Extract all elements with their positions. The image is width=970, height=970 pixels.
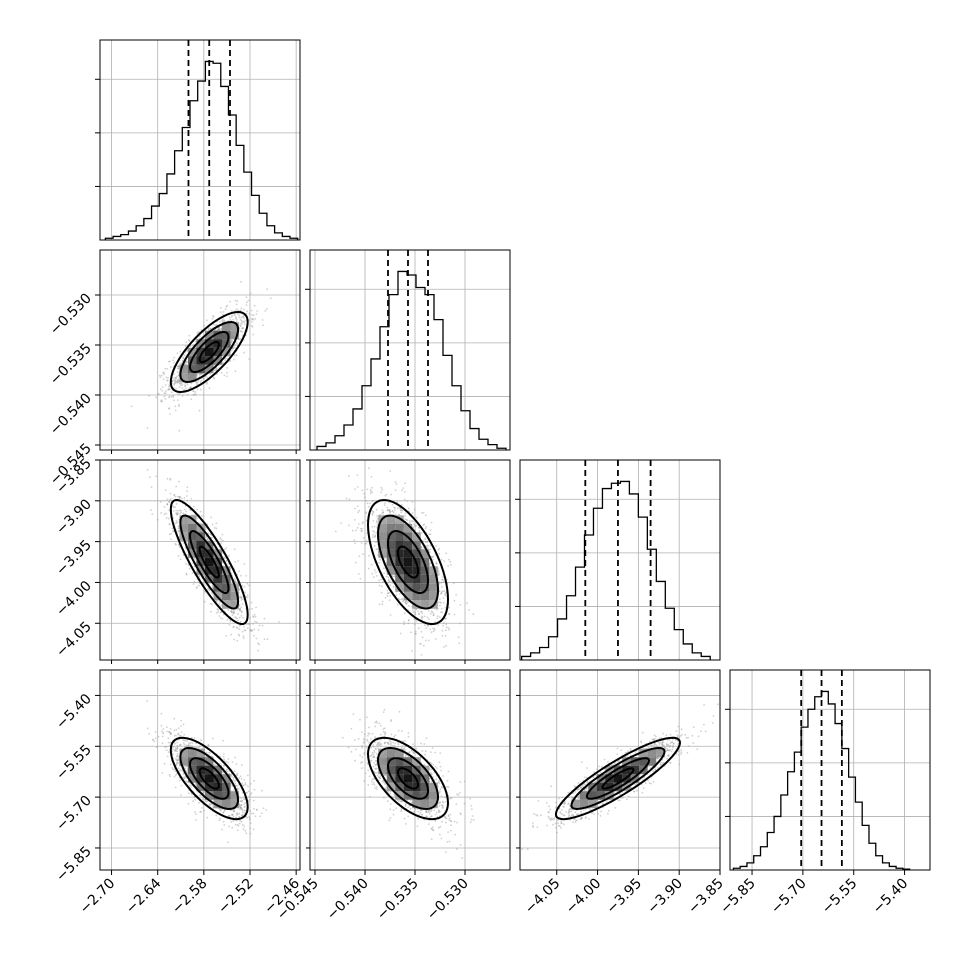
y-tick-label: −5.40 — [53, 691, 95, 733]
density-blocks — [378, 515, 438, 609]
panel-frame — [99, 669, 301, 871]
histogram-panel-2 — [515, 459, 721, 661]
contour-2 — [376, 514, 440, 610]
contour-2 — [570, 746, 666, 811]
scatter-panel-0-1 — [99, 249, 301, 451]
panel-frame — [309, 669, 511, 871]
contour-2 — [179, 746, 240, 811]
panel-frame — [309, 249, 511, 451]
x-tick-label: −0.530 — [424, 876, 472, 924]
x-tick-label: −2.58 — [169, 876, 211, 918]
contour-1 — [188, 757, 230, 800]
contour-3 — [169, 310, 249, 394]
panel-frame — [99, 39, 301, 241]
panel-frame — [309, 459, 511, 661]
scatter-panel-2-3 — [519, 669, 721, 871]
contour-0 — [397, 545, 419, 579]
contour-3 — [366, 736, 450, 821]
x-tick-label: −5.85 — [717, 876, 759, 918]
histogram-panel-0 — [95, 39, 301, 241]
panel-frame — [519, 459, 721, 661]
y-tick-label: −3.95 — [53, 537, 95, 579]
y-tick-label: −5.55 — [53, 742, 95, 784]
x-tick-label: −5.70 — [768, 876, 810, 918]
contour-2 — [179, 514, 240, 610]
contour-0 — [198, 767, 220, 790]
x-tick-label: −5.40 — [870, 876, 912, 918]
histogram-panel-1 — [305, 249, 511, 451]
panel-frame — [99, 249, 301, 451]
contour-1 — [585, 757, 651, 800]
contour-1 — [386, 757, 430, 800]
histogram-panel-3 — [725, 669, 931, 871]
contour-0 — [198, 545, 220, 579]
panel-frame — [729, 669, 931, 871]
x-tick-label: −3.90 — [644, 876, 686, 918]
x-tick-label: −3.95 — [604, 876, 646, 918]
density-blocks — [179, 748, 239, 809]
histogram-step — [316, 270, 507, 450]
panel-frame — [99, 459, 301, 661]
contour-1 — [188, 529, 230, 594]
contour-3 — [169, 498, 249, 625]
scatter-panel-1-2 — [309, 459, 511, 661]
y-tick-label: −0.540 — [47, 391, 95, 439]
contour-3 — [554, 736, 682, 821]
x-tick-label: −4.05 — [522, 876, 564, 918]
x-tick-label: −2.70 — [77, 876, 119, 918]
scatter-panel-0-3 — [99, 669, 301, 871]
x-tick-label: −0.535 — [374, 876, 422, 924]
scatter-panel-0-2 — [99, 459, 301, 661]
scatter-panel-1-3 — [309, 669, 511, 871]
x-tick-label: −2.52 — [215, 876, 257, 918]
y-tick-label: −4.00 — [53, 578, 95, 620]
y-tick-label: −5.85 — [53, 843, 95, 885]
histogram-step — [104, 60, 299, 240]
y-tick-label: −3.90 — [53, 496, 95, 538]
histogram-step — [520, 480, 711, 660]
x-tick-label: −5.55 — [819, 876, 861, 918]
contour-0 — [601, 767, 635, 790]
x-tick-label: −0.540 — [324, 876, 372, 924]
contour-0 — [397, 767, 419, 790]
contour-2 — [179, 320, 240, 384]
contour-0 — [198, 341, 220, 363]
y-tick-label: −5.70 — [53, 793, 95, 835]
y-tick-label: −0.535 — [47, 341, 95, 389]
y-tick-label: −4.05 — [53, 619, 95, 661]
contour-2 — [376, 747, 440, 811]
density-blocks — [378, 748, 438, 809]
x-tick-label: −3.85 — [685, 876, 727, 918]
contour-1 — [188, 331, 230, 373]
contour-3 — [169, 736, 249, 821]
y-tick-label: −0.530 — [47, 291, 95, 339]
contour-3 — [366, 499, 450, 625]
x-tick-label: −2.64 — [123, 875, 165, 917]
panel-frame — [519, 669, 721, 871]
x-tick-label: −4.00 — [563, 876, 605, 918]
contour-1 — [386, 530, 430, 594]
